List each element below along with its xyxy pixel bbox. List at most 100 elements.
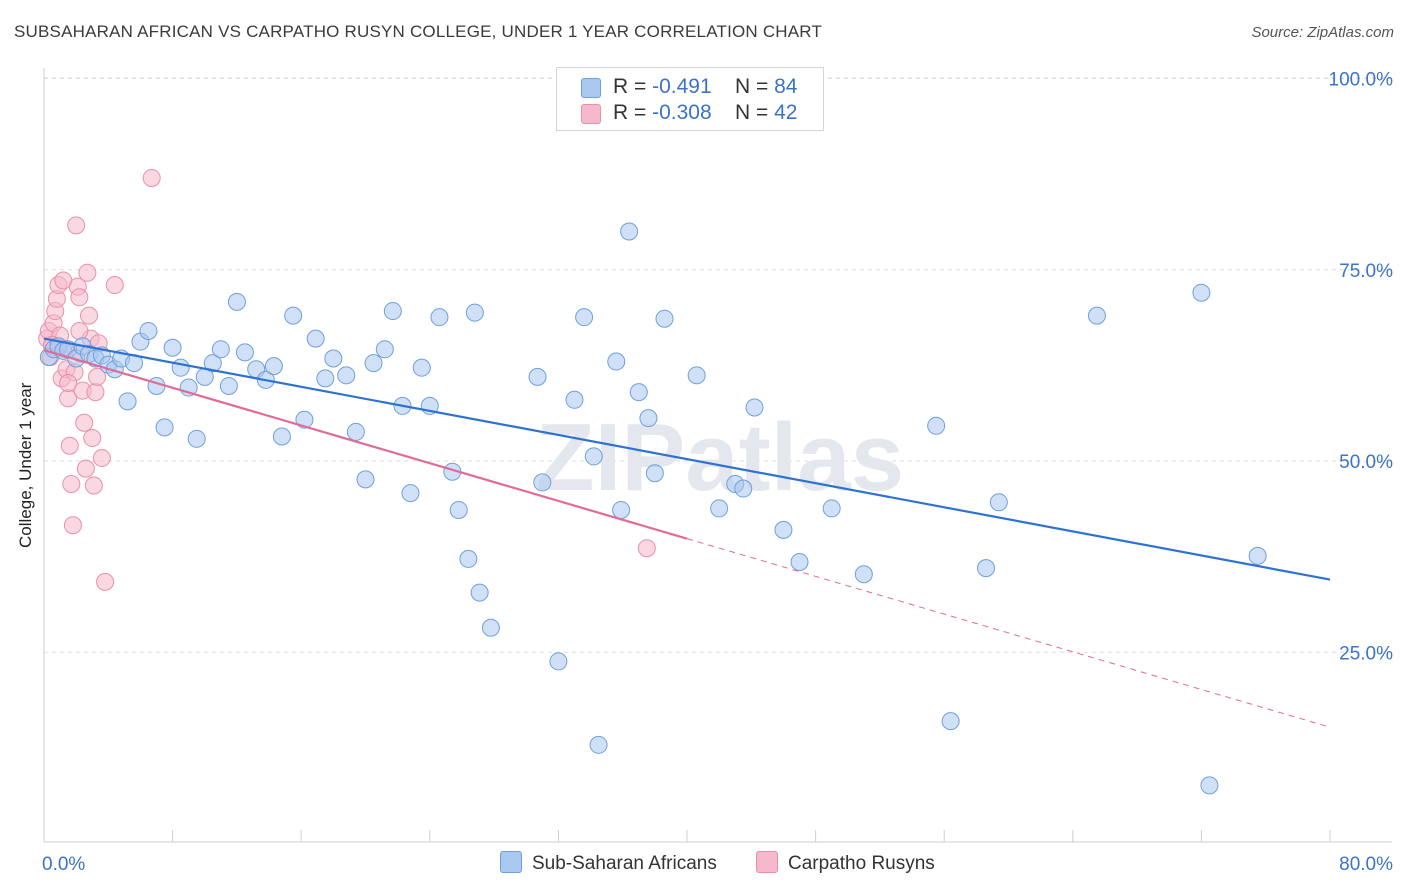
y-axis-title: College, Under 1 year	[16, 382, 35, 548]
data-point	[59, 373, 78, 392]
legend-r-label: R =	[613, 101, 647, 124]
data-point	[449, 500, 468, 519]
data-point	[927, 416, 946, 435]
correlation-legend: R = -0.491 N = 84 R = -0.308 N = 42	[556, 67, 824, 131]
source-credit: Source: ZipAtlas.com	[1251, 24, 1394, 41]
x-tick-label: 80.0%	[1339, 854, 1393, 875]
data-point	[375, 340, 394, 359]
legend-item-sub-saharan-africans: Sub-Saharan Africans	[500, 851, 717, 875]
data-point	[854, 565, 873, 584]
data-point	[549, 652, 568, 671]
gridlines	[44, 77, 1392, 653]
axes	[43, 68, 1392, 843]
data-point	[118, 392, 137, 411]
chart-title: SUBSAHARAN AFRICAN VS CARPATHO RUSYN COL…	[14, 22, 823, 41]
legend-swatch-pink	[756, 851, 778, 873]
legend-n-value: 84	[774, 75, 798, 98]
tick-labels: 25.0% 50.0% 75.0% 100.0% 0.0% 80.0%	[42, 70, 1393, 876]
data-point	[1248, 546, 1267, 565]
data-point	[989, 493, 1008, 512]
data-point	[710, 499, 729, 518]
data-point	[105, 276, 124, 295]
data-point	[171, 358, 190, 377]
data-point	[284, 306, 303, 325]
data-point	[533, 473, 552, 492]
y-tick-label: 100.0%	[1329, 70, 1394, 91]
data-point	[364, 354, 383, 373]
data-point	[75, 413, 94, 432]
legend-swatch-blue	[581, 78, 601, 98]
legend-label: Carpatho Rusyns	[788, 853, 935, 874]
data-point	[1200, 776, 1219, 795]
data-point	[822, 499, 841, 518]
y-tick-label: 75.0%	[1339, 261, 1393, 282]
data-point	[316, 369, 335, 388]
legend-r-value: -0.308	[652, 101, 712, 124]
data-point	[163, 338, 182, 357]
data-point	[84, 476, 103, 495]
data-point	[774, 520, 793, 539]
data-point	[70, 288, 89, 307]
data-point	[470, 583, 489, 602]
data-point	[70, 321, 89, 340]
data-point	[139, 321, 158, 340]
data-point	[67, 216, 86, 235]
data-point	[976, 559, 995, 578]
legend-r-label: R =	[613, 75, 647, 98]
data-point	[584, 447, 603, 466]
trend-lines	[43, 337, 1331, 728]
data-point	[1192, 283, 1211, 302]
data-point	[187, 429, 206, 448]
data-point	[459, 549, 478, 568]
data-point	[76, 459, 95, 478]
legend-item-carpatho-rusyns: Carpatho Rusyns	[756, 851, 935, 875]
data-point	[655, 309, 674, 328]
data-point	[83, 429, 102, 448]
data-point	[1087, 306, 1106, 325]
data-point	[60, 436, 79, 455]
trend-line-pink	[43, 349, 688, 540]
legend-label: Sub-Saharan Africans	[532, 853, 717, 874]
data-point	[401, 484, 420, 503]
data-point	[147, 377, 166, 396]
data-point	[637, 539, 656, 558]
data-point	[78, 263, 97, 282]
data-point	[430, 308, 449, 327]
data-point	[235, 343, 254, 362]
data-point	[612, 500, 631, 519]
data-point	[346, 422, 365, 441]
data-point	[941, 712, 960, 731]
data-point	[481, 618, 500, 637]
data-point	[155, 418, 174, 437]
data-point	[62, 474, 81, 493]
data-point	[295, 410, 314, 429]
data-point	[88, 367, 107, 386]
data-point	[219, 377, 238, 396]
data-point	[264, 357, 283, 376]
x-tick-label: 0.0%	[42, 854, 85, 875]
trend-line-blue	[43, 337, 1331, 581]
data-point	[356, 470, 375, 489]
data-point	[306, 329, 325, 348]
legend-n-label: N =	[735, 75, 769, 98]
data-point	[337, 366, 356, 385]
y-tick-label: 25.0%	[1339, 643, 1393, 664]
data-point	[565, 390, 584, 409]
data-point	[790, 552, 809, 571]
data-point	[86, 383, 105, 402]
data-point	[465, 303, 484, 322]
data-point	[528, 367, 547, 386]
data-point	[203, 354, 222, 373]
trend-line-pink-extension	[686, 538, 1331, 728]
y-tick-label: 50.0%	[1339, 452, 1393, 473]
data-point	[412, 358, 431, 377]
data-point	[92, 448, 111, 467]
data-point	[80, 306, 99, 325]
data-point	[745, 398, 764, 417]
data-point	[607, 352, 626, 371]
data-point	[575, 308, 594, 327]
legend-n-value: 42	[774, 101, 798, 124]
data-point	[63, 516, 82, 535]
data-point	[589, 735, 608, 754]
